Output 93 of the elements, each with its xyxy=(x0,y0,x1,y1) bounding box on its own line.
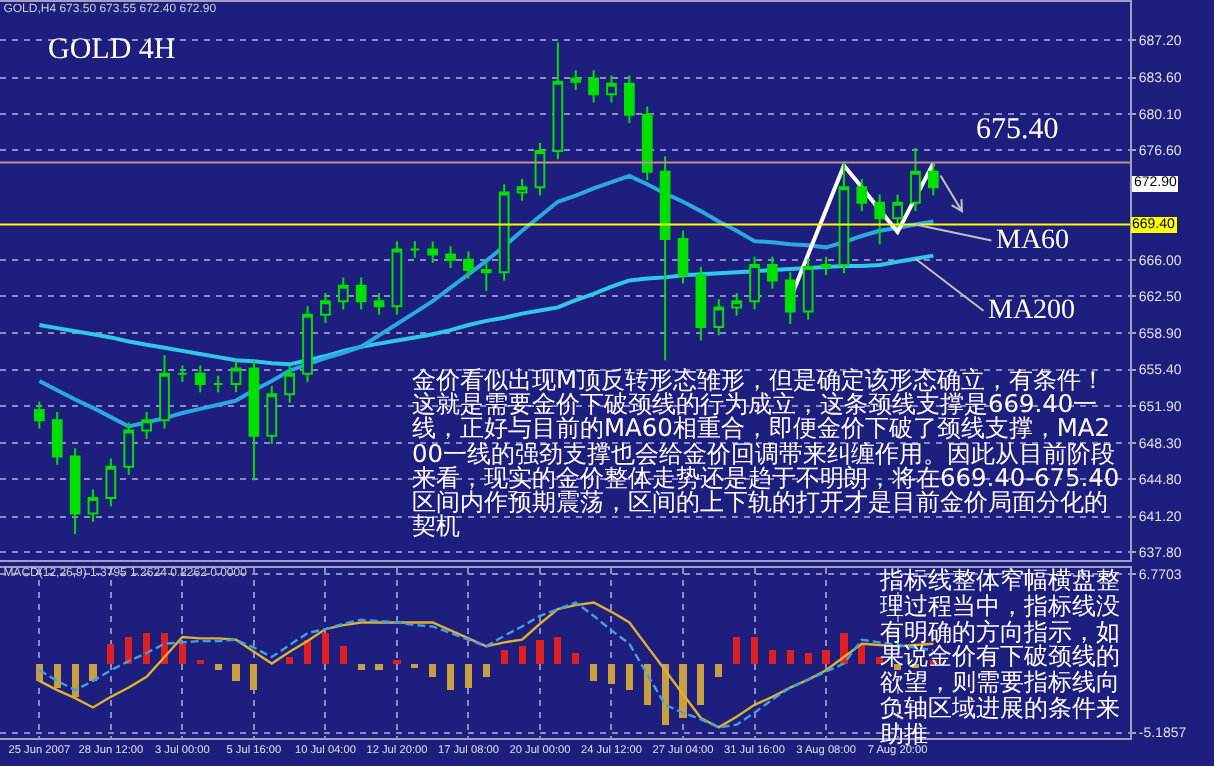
bar xyxy=(786,650,794,664)
candlestick xyxy=(320,291,331,324)
candlestick xyxy=(767,255,778,290)
candlestick xyxy=(87,488,99,523)
candlestick xyxy=(516,178,528,202)
candlestick xyxy=(212,374,224,394)
candlestick xyxy=(141,410,152,440)
bar xyxy=(107,643,115,664)
line-series xyxy=(37,253,936,367)
candlestick xyxy=(838,160,850,275)
bar xyxy=(697,663,705,705)
candlestick xyxy=(230,359,242,394)
candlestick xyxy=(373,291,385,316)
bar xyxy=(303,639,312,664)
bar xyxy=(768,650,776,664)
candlestick xyxy=(498,183,510,282)
bar xyxy=(178,643,186,664)
candlestick xyxy=(874,193,886,246)
bar xyxy=(500,650,508,664)
candlestick xyxy=(105,457,117,508)
annotation: GOLD 4H xyxy=(48,32,176,68)
candlestick xyxy=(731,291,743,317)
candlestick xyxy=(248,359,260,482)
bar xyxy=(339,646,347,664)
bar xyxy=(554,637,562,664)
bar xyxy=(53,663,61,688)
text: MA60 xyxy=(996,226,1070,256)
candlestick xyxy=(784,271,796,325)
candlestick xyxy=(337,276,349,311)
candlestick xyxy=(820,255,832,277)
candlestick xyxy=(266,385,278,446)
candlestick xyxy=(910,146,921,213)
candlestick xyxy=(749,255,760,311)
candlestick xyxy=(445,245,456,270)
candlestick xyxy=(33,400,45,430)
bar xyxy=(625,663,633,691)
bar xyxy=(572,653,580,664)
candlestick xyxy=(355,276,367,311)
candlestick xyxy=(159,354,170,430)
candlestick xyxy=(552,41,564,161)
bar xyxy=(125,637,133,664)
annotation: 金价看似出现M顶反转形态雏形，但是确定该形态确立，有条件！这就是需要金价下破颈线的行为成立，这条颈线支撑是669.40一线，正好与目前的MA60相重合，即便金价下破了颈线支撑，MA200一线的强劲支撑也会给金价回调带来纠缠作用。因此从目前阶段来看，现实的金价整体走势还是趋于不明朗，将在669.40-675.40区间内作预期震荡，区间的上下轨的打开才是目前金价局面分化的契机 xyxy=(412,366,1120,541)
candlestick xyxy=(695,266,707,342)
candlestick xyxy=(534,141,546,197)
candlestick xyxy=(892,193,903,228)
candlestick xyxy=(713,298,725,337)
bar xyxy=(679,663,687,719)
bar xyxy=(429,663,437,677)
candlestick xyxy=(677,229,689,285)
bar xyxy=(590,663,598,681)
candlestick xyxy=(284,364,296,404)
candlestick xyxy=(623,74,635,125)
candlestick xyxy=(463,250,474,280)
candlestick xyxy=(480,260,492,292)
bar xyxy=(733,637,741,664)
bar xyxy=(375,663,383,671)
bar xyxy=(750,637,759,664)
bar xyxy=(286,656,294,664)
ref-line-label: 675.40 xyxy=(976,114,1059,146)
candlestick xyxy=(194,364,206,394)
candlestick xyxy=(570,69,582,91)
candlestick xyxy=(302,305,313,383)
bar xyxy=(232,663,240,681)
candlestick xyxy=(409,240,421,259)
bar xyxy=(607,663,616,684)
bar xyxy=(250,663,258,691)
candlestick xyxy=(927,162,939,197)
bar xyxy=(321,633,329,664)
candlestick xyxy=(391,240,403,316)
candlestick xyxy=(69,447,81,536)
candlestick xyxy=(641,105,653,182)
candlestick xyxy=(659,155,671,362)
bar xyxy=(71,663,79,697)
candlestick xyxy=(856,178,868,213)
candlestick xyxy=(588,69,599,104)
bar xyxy=(536,639,544,664)
bar xyxy=(518,646,526,664)
bar xyxy=(715,663,723,677)
bar xyxy=(804,653,812,664)
text: MA200 xyxy=(988,296,1076,326)
bar xyxy=(822,650,830,664)
bar xyxy=(447,663,455,691)
bar xyxy=(464,663,473,688)
bar xyxy=(643,663,651,705)
bar xyxy=(89,663,97,681)
candlestick xyxy=(177,364,188,383)
candlestick xyxy=(427,240,439,264)
candlestick xyxy=(51,410,63,466)
candlestick xyxy=(606,74,617,104)
candlestick xyxy=(802,257,814,321)
candlestick xyxy=(123,421,135,477)
bar xyxy=(482,663,490,677)
bar xyxy=(143,633,151,664)
